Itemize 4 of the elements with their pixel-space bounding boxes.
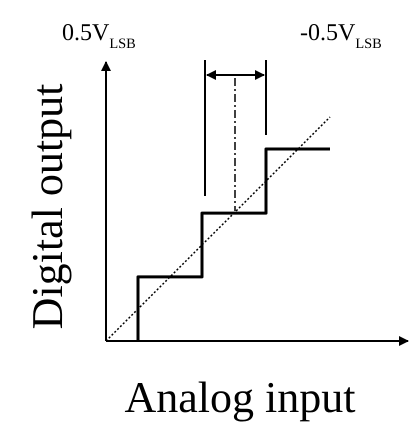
text: 0.5V$_{LSB}$: [62, 20, 136, 52]
text: -0.5V$_{LSB}$: [300, 20, 382, 52]
x-axis-title: Analog input: [124, 373, 356, 422]
y-axis-title: Digital output: [23, 84, 72, 330]
